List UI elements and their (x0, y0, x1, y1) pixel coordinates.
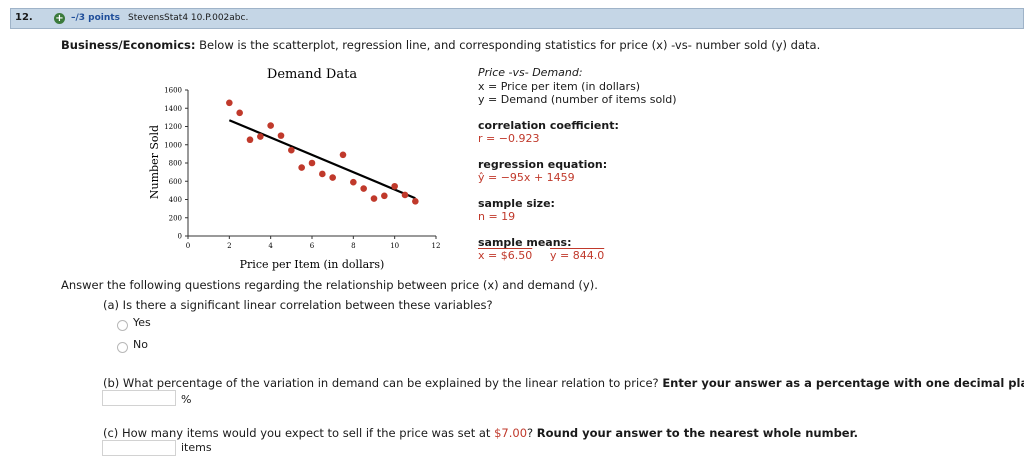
data-point (288, 146, 295, 154)
sample-size-label: sample size: (478, 197, 555, 210)
points-label: –/3 points (71, 13, 120, 23)
percent-unit-label: % (181, 393, 192, 406)
regression-label: regression equation: (478, 158, 608, 171)
x-tick-label: 2 (227, 242, 231, 250)
data-point (236, 109, 243, 117)
regression-equation: ŷ = −95x + 1459 (478, 171, 575, 184)
question-c-instruction: Round your answer to the nearest whole n… (536, 426, 859, 440)
question-source: StevensStat4 10.P.002abc. (128, 13, 249, 23)
data-point (267, 122, 274, 129)
sample-means-label: sample means: (478, 236, 572, 249)
y-tick-label: 1600 (164, 87, 182, 95)
y-definition: y = Demand (number of items sold) (478, 93, 677, 106)
question-header: 12. + –/3 points StevensStat4 10.P.002ab… (10, 8, 1024, 29)
chart-title: Demand Data (267, 67, 357, 82)
data-point (401, 191, 409, 199)
answer-instructions: Answer the following questions regarding… (61, 278, 598, 292)
radio-yes[interactable] (117, 320, 128, 331)
y-tick-label: 600 (169, 178, 182, 186)
radio-no[interactable] (117, 342, 128, 353)
radio-no-label[interactable]: No (133, 338, 148, 351)
question-a-text: (a) Is there a significant linear correl… (103, 298, 493, 312)
data-point (360, 185, 367, 192)
data-point (370, 195, 378, 202)
x-axis-label: Price per Item (in dollars) (240, 258, 385, 271)
data-point (412, 198, 419, 205)
question-b-instruction: Enter your answer as a percentage with o… (662, 376, 1024, 390)
x-tick-label: 10 (390, 242, 399, 250)
x-tick-labels: 0 2 4 6 8 10 12 (186, 236, 440, 250)
intro-text: Below is the scatterplot, regression lin… (195, 38, 821, 52)
question-intro: Business/Economics: Below is the scatter… (61, 38, 820, 52)
intro-label: Business/Economics: (61, 38, 196, 52)
y-tick-label: 200 (169, 214, 182, 222)
data-point (329, 174, 336, 181)
y-tick-label: 1400 (164, 105, 182, 113)
y-tick-label: 1000 (164, 141, 182, 149)
regression-line-segment (228, 119, 416, 200)
data-point (298, 164, 305, 171)
question-number: 12. (15, 12, 33, 23)
data-point (246, 136, 254, 144)
y-tick-label: 400 (169, 196, 182, 204)
question-c-prompt-end: ? (527, 426, 537, 440)
data-point (257, 133, 264, 140)
data-point (339, 151, 347, 159)
data-point (381, 192, 388, 200)
regression-line (228, 119, 416, 200)
mean-x-value: x = $6.50 (478, 249, 533, 262)
y-axis-label: Number Sold (148, 125, 161, 199)
y-tick-label: 0 (178, 233, 182, 241)
data-point (226, 99, 233, 107)
question-c-prompt: (c) How many items would you expect to s… (103, 426, 495, 440)
question-b-text: (b) What percentage of the variation in … (103, 376, 1024, 390)
x-tick-label: 4 (268, 242, 273, 250)
sample-size-value: n = 19 (478, 210, 516, 223)
items-unit-label: items (181, 441, 212, 454)
question-b-prompt: (b) What percentage of the variation in … (103, 376, 663, 390)
percentage-answer-input[interactable] (102, 390, 176, 406)
data-point (319, 170, 326, 178)
items-answer-input[interactable] (102, 440, 176, 456)
mean-y-value: y = 844.0 (550, 249, 605, 262)
x-tick-label: 8 (351, 242, 355, 250)
data-point (308, 159, 316, 167)
y-tick-labels: 0 200 400 600 800 1000 1200 1400 1600 (164, 87, 188, 241)
x-tick-label: 6 (310, 242, 315, 250)
correlation-value: r = −0.923 (478, 132, 540, 145)
data-point (277, 132, 285, 139)
radio-yes-label[interactable]: Yes (133, 316, 151, 329)
y-tick-label: 1200 (164, 123, 182, 131)
question-c-text: (c) How many items would you expect to s… (103, 426, 858, 440)
x-tick-label: 12 (432, 242, 440, 250)
x-definition: x = Price per item (in dollars) (478, 80, 641, 93)
expand-plus-icon[interactable]: + (54, 13, 65, 24)
data-point (350, 178, 357, 186)
stats-title: Price -vs- Demand: (478, 66, 583, 79)
scatter-chart: Demand Data 0 200 400 600 800 1000 1200 1400 160… (148, 67, 440, 271)
y-tick-label: 800 (169, 160, 182, 168)
data-points (226, 99, 419, 205)
x-tick-label: 0 (186, 242, 190, 250)
correlation-label: correlation coefficient: (478, 119, 619, 132)
data-point (391, 182, 398, 190)
question-c-price: $7.00 (494, 426, 528, 440)
